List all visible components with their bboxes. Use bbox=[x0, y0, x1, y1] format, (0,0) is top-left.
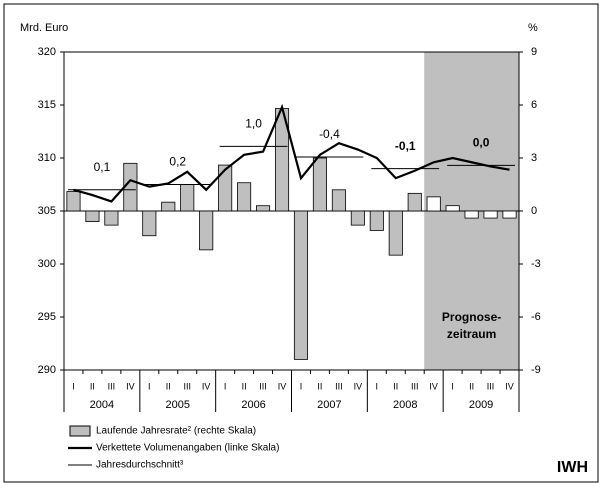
y-tick-label: 315 bbox=[38, 99, 56, 111]
legend-label: Jahresdurchschnitt³ bbox=[96, 460, 184, 471]
x-tick-label: III bbox=[108, 381, 116, 391]
x-tick-label: II bbox=[166, 381, 171, 391]
bar bbox=[350, 210, 365, 226]
y-tick-label: 290 bbox=[38, 364, 56, 376]
annual-growth-label: -0,4 bbox=[319, 127, 340, 141]
x-tick-label: II bbox=[90, 381, 95, 391]
bar bbox=[199, 210, 214, 251]
year-label: 2009 bbox=[469, 399, 493, 411]
y-tick-label: 310 bbox=[38, 152, 56, 164]
bar bbox=[293, 210, 309, 360]
y2-tick-label: -6 bbox=[531, 311, 541, 323]
x-tick-label: III bbox=[411, 381, 419, 391]
annual-growth-label: 0,0 bbox=[473, 136, 490, 150]
bar bbox=[445, 205, 460, 212]
bar bbox=[369, 210, 384, 231]
bar bbox=[104, 210, 119, 226]
annual-growth-label: -0,1 bbox=[395, 139, 416, 153]
y2-tick-label: -9 bbox=[531, 364, 541, 376]
bar bbox=[218, 164, 233, 212]
x-tick-label: III bbox=[183, 381, 191, 391]
y2-tick-label: 9 bbox=[531, 46, 537, 58]
bar bbox=[331, 189, 346, 212]
y-tick-label: 305 bbox=[38, 205, 56, 217]
x-tick-label: III bbox=[487, 381, 495, 391]
x-tick-label: IV bbox=[429, 381, 438, 391]
x-tick-label: I bbox=[300, 381, 303, 391]
x-tick-label: II bbox=[469, 381, 474, 391]
x-tick-label: II bbox=[242, 381, 247, 391]
x-tick-label: I bbox=[451, 381, 454, 391]
x-tick-label: IV bbox=[505, 381, 514, 391]
x-tick-label: I bbox=[148, 381, 151, 391]
bar bbox=[123, 162, 138, 212]
x-tick-label: IV bbox=[126, 381, 135, 391]
x-tick-label: III bbox=[259, 381, 267, 391]
bar bbox=[426, 196, 441, 212]
legend-label: Laufende Jahresrate² (rechte Skala) bbox=[96, 426, 256, 437]
y2-axis-label: % bbox=[528, 22, 538, 34]
bar bbox=[483, 210, 498, 219]
bar bbox=[464, 210, 479, 219]
y2-tick-label: 0 bbox=[531, 205, 537, 217]
legend-swatch bbox=[69, 425, 91, 437]
forecast-label: zeitraum bbox=[447, 327, 496, 341]
year-label: 2004 bbox=[90, 399, 114, 411]
bar bbox=[312, 157, 327, 212]
source: IWH bbox=[557, 459, 588, 476]
x-tick-label: III bbox=[335, 381, 343, 391]
bar bbox=[85, 210, 100, 222]
y-tick-label: 300 bbox=[38, 258, 56, 270]
year-label: 2006 bbox=[241, 399, 265, 411]
x-tick-label: IV bbox=[278, 381, 287, 391]
bar bbox=[180, 184, 195, 212]
bar bbox=[407, 192, 422, 212]
x-tick-label: I bbox=[72, 381, 75, 391]
line bbox=[73, 103, 510, 203]
x-tick-label: IV bbox=[354, 381, 363, 391]
year-label: 2005 bbox=[166, 399, 190, 411]
bar bbox=[502, 210, 517, 219]
year-label: 2008 bbox=[393, 399, 417, 411]
year-label: 2007 bbox=[317, 399, 341, 411]
x-tick-label: II bbox=[393, 381, 398, 391]
annual-growth-label: 1,0 bbox=[245, 117, 262, 131]
y2-tick-label: -3 bbox=[531, 258, 541, 270]
x-tick-label: II bbox=[317, 381, 322, 391]
y-tick-label: 320 bbox=[38, 46, 56, 58]
y2-tick-label: 3 bbox=[531, 152, 537, 164]
bar bbox=[142, 210, 157, 237]
x-tick-label: I bbox=[376, 381, 379, 391]
forecast-label: Prognose- bbox=[442, 310, 501, 324]
y-axis-label: Mrd. Euro bbox=[20, 22, 68, 34]
x-tick-label: I bbox=[224, 381, 227, 391]
annual-growth-label: 0,2 bbox=[169, 155, 186, 169]
bar bbox=[66, 191, 81, 212]
annual-growth-label: 0,1 bbox=[94, 160, 111, 174]
y-tick-label: 295 bbox=[38, 311, 56, 323]
bar bbox=[237, 182, 252, 212]
y2-tick-label: 6 bbox=[531, 99, 537, 111]
bar bbox=[161, 201, 176, 212]
bar bbox=[388, 210, 403, 256]
legend-label: Verkettete Volumenangaben (linke Skala) bbox=[96, 443, 279, 454]
bar bbox=[256, 205, 271, 212]
x-tick-label: IV bbox=[202, 381, 211, 391]
